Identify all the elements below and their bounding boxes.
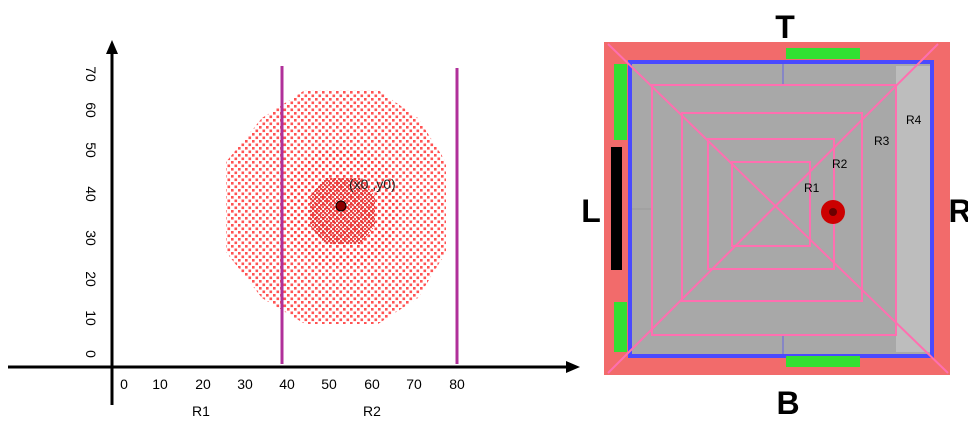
y-tick-label: 50 xyxy=(83,142,99,158)
x-axis-arrow xyxy=(566,361,580,373)
right-plot: R1 R2 R3 R4 T B L R xyxy=(581,9,968,421)
wall-left xyxy=(611,147,622,270)
region-label-r1: R1 xyxy=(192,403,210,419)
y-tick-label: 60 xyxy=(83,102,99,118)
ring-label-r3: R3 xyxy=(874,134,890,148)
y-tick-label: 10 xyxy=(83,310,99,326)
y-tick-label: 30 xyxy=(83,230,99,246)
door-left-lower xyxy=(614,302,627,352)
x-tick-label: 50 xyxy=(321,376,337,392)
position-label: (x0 ,y0) xyxy=(349,176,396,192)
x-tick-label: 0 xyxy=(120,376,128,392)
diagonal-line xyxy=(607,43,939,374)
x-tick-label: 70 xyxy=(406,376,422,392)
x-tick-label: 40 xyxy=(279,376,295,392)
door-left-upper xyxy=(614,64,627,140)
y-axis-arrow xyxy=(106,40,118,54)
ring-label-r2: R2 xyxy=(832,157,848,171)
x-tick-label: 60 xyxy=(364,376,380,392)
y-tick-label: 20 xyxy=(83,271,99,287)
robot-position-marker xyxy=(335,200,347,212)
floor-right-strip xyxy=(896,66,930,352)
side-label-right: R xyxy=(948,193,968,229)
ring-r1 xyxy=(731,161,811,247)
x-tick-label: 80 xyxy=(449,376,465,392)
region-label-r2: R2 xyxy=(363,403,381,419)
side-label-bottom: B xyxy=(776,385,799,421)
side-label-top: T xyxy=(775,9,795,45)
ball-center xyxy=(829,208,837,216)
x-tick-label: 10 xyxy=(152,376,168,392)
door-bottom xyxy=(786,356,860,367)
diagonal-line xyxy=(607,43,949,374)
door-top xyxy=(786,48,860,59)
arena-floor xyxy=(628,60,934,358)
ring-label-r4: R4 xyxy=(906,113,922,127)
y-tick-label: 0 xyxy=(83,350,99,358)
x-tick-label: 20 xyxy=(195,376,211,392)
y-tick-label: 70 xyxy=(83,66,99,82)
ring-r4 xyxy=(651,84,897,336)
left-plot: 0 10 20 30 40 50 60 70 80 0 10 20 30 40 … xyxy=(8,40,580,419)
side-label-left: L xyxy=(581,193,601,229)
ring-label-r1: R1 xyxy=(804,181,820,195)
ring-r3 xyxy=(681,112,863,302)
x-tick-label: 30 xyxy=(237,376,253,392)
y-tick-label: 40 xyxy=(83,186,99,202)
